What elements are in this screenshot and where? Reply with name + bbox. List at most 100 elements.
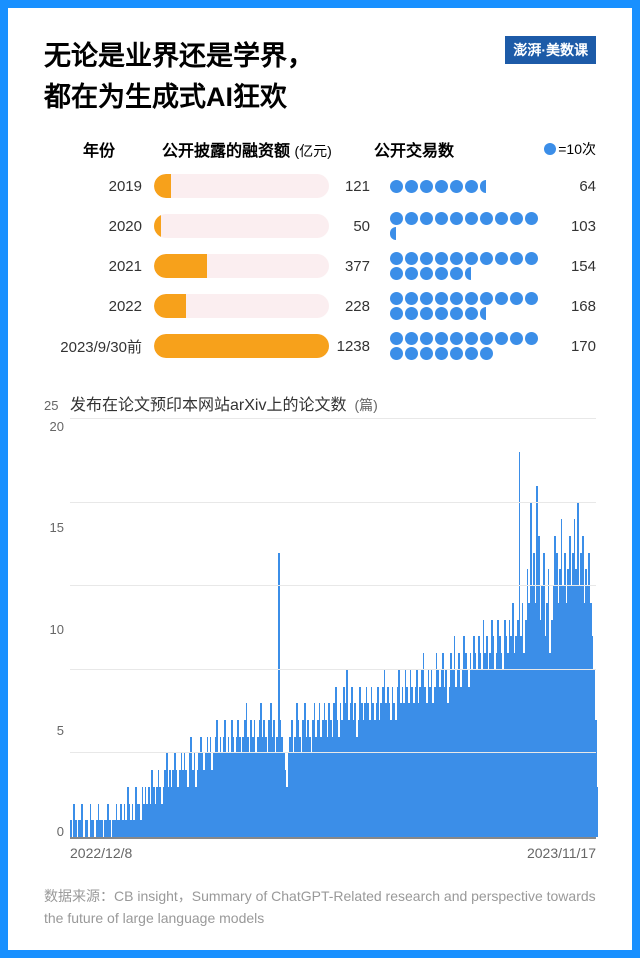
deal-dot-icon <box>525 292 538 305</box>
header-year: 年份 <box>44 137 154 161</box>
funding-bar-track <box>154 254 329 278</box>
chart-title-row: 25 发布在论文预印本网站arXiv上的论文数 (篇) <box>44 391 596 415</box>
chart-bar <box>597 787 599 837</box>
header: 无论是业界还是学界， 都在为生成式AI狂欢 澎湃·美数课 <box>44 36 596 117</box>
deal-dot-icon <box>450 212 463 225</box>
deal-dot-icon <box>480 332 493 345</box>
deal-value: 170 <box>556 338 596 355</box>
deal-dot-icon <box>480 347 493 360</box>
y-tick-25: 25 <box>44 398 62 413</box>
deal-dot-icon <box>405 252 418 265</box>
funding-table: 年份 公开披露的融资额 (亿元) 公开交易数 =10次 201912164 202… <box>44 137 596 363</box>
deal-dot-icon <box>525 252 538 265</box>
deal-dot-icon <box>435 307 448 320</box>
deal-dot-icon <box>405 347 418 360</box>
funding-bar-track <box>154 214 329 238</box>
year-label: 2022 <box>44 298 154 315</box>
deal-dot-icon <box>390 307 403 320</box>
deal-value: 64 <box>556 178 596 195</box>
deal-dot-icon <box>465 180 478 193</box>
deal-dot-icon <box>390 252 403 265</box>
chart-bar <box>101 820 103 837</box>
deal-dot-icon <box>495 252 508 265</box>
deal-dot-icon <box>420 332 433 345</box>
funding-bar-fill <box>154 254 207 278</box>
funding-value: 50 <box>329 218 374 235</box>
deal-dot-icon <box>435 347 448 360</box>
chart-bar <box>81 804 83 837</box>
x-end-label: 2023/11/17 <box>527 845 596 861</box>
table-row: 2023/9/30前1238170 <box>44 329 596 363</box>
chart-bar <box>70 820 72 837</box>
deal-dot-icon <box>480 212 493 225</box>
deal-dot-icon <box>435 180 448 193</box>
header-funding: 公开披露的融资额 (亿元) <box>154 137 374 161</box>
y-tick: 20 <box>50 419 64 434</box>
deal-dot-icon <box>450 180 463 193</box>
deal-value: 103 <box>556 218 596 235</box>
deal-dot-icon <box>420 252 433 265</box>
deal-dot-icon <box>525 332 538 345</box>
title-line-1: 无论是业界还是学界， <box>44 41 314 71</box>
deal-dots <box>390 292 545 320</box>
deal-dot-icon <box>435 212 448 225</box>
deal-dot-icon <box>450 292 463 305</box>
deal-dot-icon <box>420 292 433 305</box>
grid-line <box>70 502 596 503</box>
deal-dot-partial-icon <box>480 307 486 320</box>
deal-dot-icon <box>510 252 523 265</box>
deal-dot-icon <box>450 267 463 280</box>
grid-line <box>70 669 596 670</box>
deal-dot-icon <box>405 332 418 345</box>
funding-bar-track <box>154 174 329 198</box>
deal-dot-icon <box>390 180 403 193</box>
deal-dot-icon <box>435 252 448 265</box>
legend-dot-icon <box>544 143 556 155</box>
chart-bar <box>93 820 95 837</box>
deal-dot-icon <box>435 332 448 345</box>
header-deals: 公开交易数 =10次 <box>374 137 596 161</box>
table-row: 2022228168 <box>44 289 596 323</box>
deal-value: 154 <box>556 258 596 275</box>
deal-dot-icon <box>465 307 478 320</box>
chart-area: 20151050 <box>44 419 596 839</box>
deal-dots <box>390 332 545 360</box>
grid-line <box>70 585 596 586</box>
deals-cell: 64 <box>374 178 596 195</box>
table-header-row: 年份 公开披露的融资额 (亿元) 公开交易数 =10次 <box>44 137 596 161</box>
year-label: 2020 <box>44 218 154 235</box>
deal-dot-icon <box>390 212 403 225</box>
deal-dot-icon <box>390 292 403 305</box>
funding-bar-fill <box>154 334 329 358</box>
deal-dot-icon <box>435 292 448 305</box>
deal-dot-icon <box>420 307 433 320</box>
funding-bar-track <box>154 294 329 318</box>
funding-bar-fill <box>154 174 171 198</box>
deal-dot-icon <box>525 212 538 225</box>
deal-dot-icon <box>405 212 418 225</box>
deals-cell: 170 <box>374 332 596 360</box>
deal-dot-icon <box>465 252 478 265</box>
table-row: 201912164 <box>44 169 596 203</box>
funding-bar-track <box>154 334 329 358</box>
deal-dot-icon <box>405 292 418 305</box>
grid-line <box>70 752 596 753</box>
deal-dot-icon <box>510 332 523 345</box>
funding-value: 377 <box>329 258 374 275</box>
deal-dots <box>390 212 545 240</box>
y-tick: 0 <box>57 824 64 839</box>
deal-dot-icon <box>465 212 478 225</box>
deal-dot-icon <box>495 292 508 305</box>
publisher-logo: 澎湃·美数课 <box>505 36 596 64</box>
x-axis-labels: 2022/12/8 2023/11/17 <box>44 845 596 861</box>
plot-area <box>70 419 596 839</box>
deal-dot-icon <box>390 347 403 360</box>
title-line-2: 都在为生成式AI狂欢 <box>44 82 287 112</box>
table-row: 2021377154 <box>44 249 596 283</box>
deal-dot-icon <box>435 267 448 280</box>
main-title: 无论是业界还是学界， 都在为生成式AI狂欢 <box>44 36 314 117</box>
deal-dot-icon <box>465 332 478 345</box>
deal-dot-partial-icon <box>390 227 396 240</box>
arxiv-chart: 25 发布在论文预印本网站arXiv上的论文数 (篇) 20151050 202… <box>44 391 596 861</box>
deal-dot-partial-icon <box>465 267 471 280</box>
